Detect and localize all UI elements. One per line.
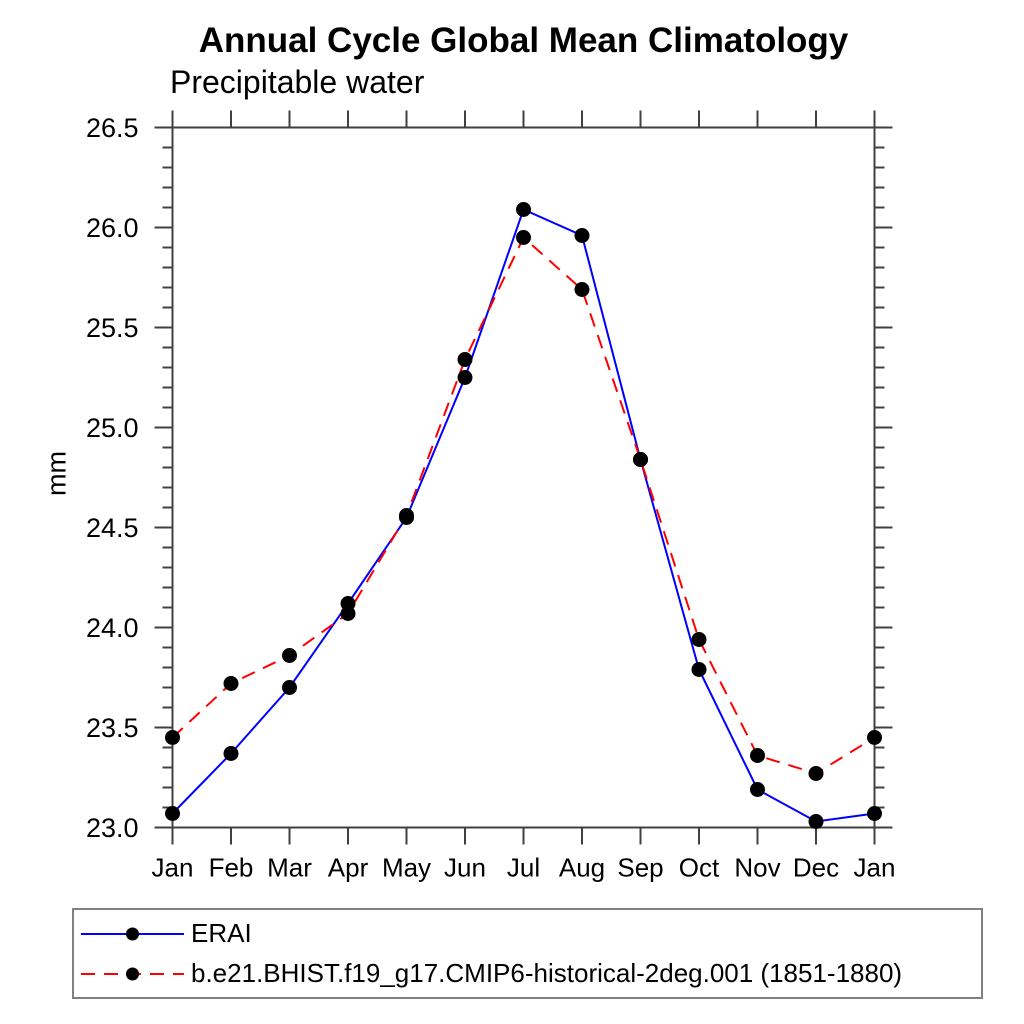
data-point-marker — [516, 230, 531, 245]
x-tick-label: Mar — [267, 853, 312, 883]
y-tick-label: 24.0 — [86, 613, 139, 643]
data-point-marker — [223, 746, 239, 761]
legend-line-sample — [81, 967, 184, 980]
y-tick-label: 23.0 — [86, 813, 139, 843]
legend-line-sample — [81, 927, 184, 940]
y-tick-label: 24.5 — [86, 513, 139, 543]
data-point-marker — [399, 508, 414, 523]
data-point-marker — [867, 806, 882, 821]
x-tick-label: Apr — [328, 853, 369, 883]
chart-subtitle: Precipitable water — [170, 64, 425, 100]
data-point-marker — [223, 676, 239, 691]
data-point-marker — [750, 782, 765, 797]
chart-title: Annual Cycle Global Mean Climatology — [198, 21, 849, 60]
y-tick-label: 23.5 — [86, 713, 139, 743]
x-tick-label: Jan — [152, 853, 194, 883]
data-point-marker — [282, 648, 297, 663]
y-tick-label: 25.5 — [86, 313, 139, 343]
data-point-marker — [457, 352, 473, 367]
x-tick-label: Oct — [679, 853, 720, 883]
data-point-marker — [165, 730, 180, 745]
x-tick-label: Sep — [617, 853, 663, 883]
series-line-solid — [171, 208, 875, 823]
x-tick-label: Jan — [854, 853, 896, 883]
x-tick-label: Aug — [559, 853, 605, 883]
legend-box: ERAI b.e21.BHIST.f19_g17.CMIP6-historical… — [72, 908, 983, 999]
data-point-marker — [516, 202, 531, 217]
y-tick-label: 26.0 — [86, 213, 139, 243]
series-line-dashed — [171, 235, 876, 775]
x-tick-label: Dec — [793, 853, 839, 883]
data-point-marker — [282, 680, 297, 695]
data-point-marker — [867, 730, 882, 745]
legend-item: b.e21.BHIST.f19_g17.CMIP6-historical-2de… — [80, 954, 981, 994]
data-point-marker — [574, 282, 590, 297]
data-point-marker — [340, 606, 356, 621]
x-tick-label: Jun — [444, 853, 486, 883]
legend-label: b.e21.BHIST.f19_g17.CMIP6-historical-2de… — [191, 958, 903, 988]
x-tick-label: Feb — [209, 853, 254, 883]
data-point-marker — [633, 452, 648, 467]
data-point-marker — [457, 370, 473, 385]
x-tick-label: May — [382, 853, 431, 883]
plot-area: Jan Feb Mar Apr May Jun Jul Aug Sep Oct Nov Dec Jan 2… — [86, 110, 896, 883]
data-point-marker — [691, 632, 707, 647]
data-point-marker — [750, 748, 765, 763]
legend-label: ERAI — [191, 918, 252, 948]
data-point-marker — [808, 766, 824, 781]
x-tick-label: Jul — [507, 853, 540, 883]
legend-item: ERAI — [80, 914, 981, 954]
y-tick-label: 25.0 — [86, 413, 139, 443]
y-tick-label: 26.5 — [86, 113, 139, 143]
data-point-marker — [808, 814, 824, 829]
data-point-marker — [691, 662, 707, 677]
x-tick-label: Nov — [734, 853, 780, 883]
data-point-marker — [574, 228, 590, 243]
data-point-marker — [165, 806, 180, 821]
